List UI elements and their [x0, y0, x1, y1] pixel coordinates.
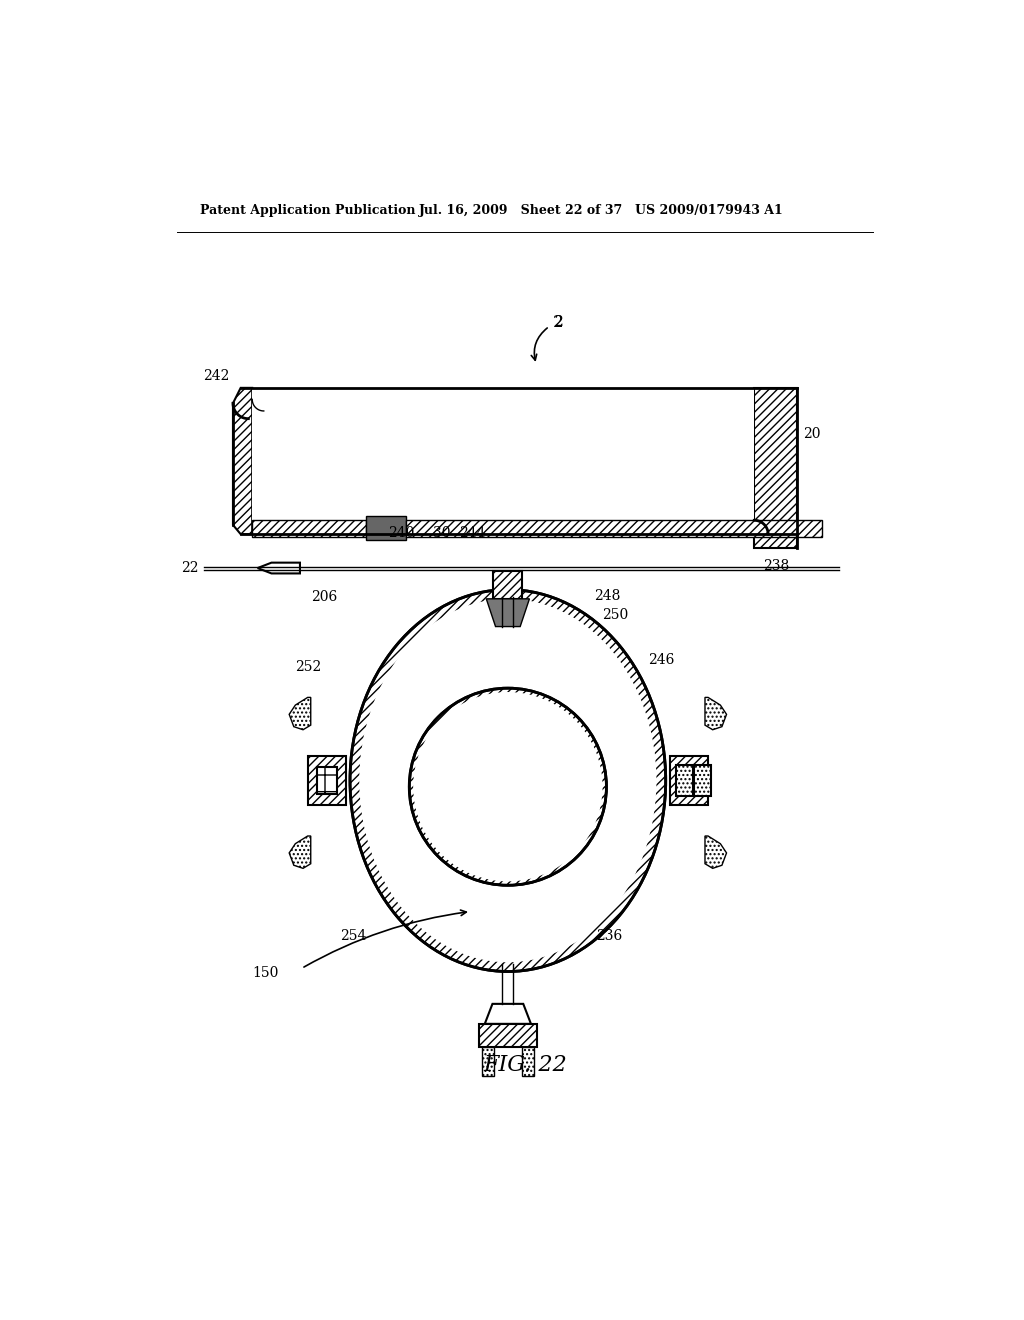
Bar — [521, 1047, 535, 1076]
Text: 22: 22 — [181, 561, 199, 576]
Polygon shape — [705, 836, 727, 869]
Text: 244: 244 — [459, 527, 485, 540]
Circle shape — [410, 688, 606, 886]
Bar — [478, 1024, 538, 1047]
Polygon shape — [486, 599, 529, 627]
Text: 254: 254 — [340, 929, 367, 942]
Bar — [755, 388, 797, 548]
Polygon shape — [705, 697, 727, 730]
Text: FIG. 22: FIG. 22 — [483, 1055, 566, 1077]
Text: Patent Application Publication: Patent Application Publication — [200, 205, 416, 218]
Text: 250: 250 — [602, 609, 628, 622]
Bar — [494, 572, 522, 599]
Bar — [316, 767, 337, 795]
Bar — [407, 520, 822, 537]
Polygon shape — [484, 1003, 531, 1024]
Bar — [367, 516, 407, 540]
Text: 248: 248 — [594, 589, 621, 603]
Text: US 2009/0179943 A1: US 2009/0179943 A1 — [635, 205, 782, 218]
Text: 238: 238 — [764, 560, 790, 573]
Text: 236: 236 — [596, 929, 622, 942]
Text: 206: 206 — [310, 590, 337, 605]
Text: 2: 2 — [553, 314, 563, 331]
Polygon shape — [233, 388, 252, 535]
Polygon shape — [289, 836, 310, 869]
Bar — [676, 766, 692, 796]
Text: 240: 240 — [388, 527, 415, 540]
Bar — [670, 756, 708, 805]
Text: 150: 150 — [252, 966, 279, 979]
Bar — [481, 1047, 494, 1076]
FancyArrow shape — [258, 562, 300, 573]
Bar — [252, 388, 755, 535]
Circle shape — [413, 692, 602, 882]
Bar — [252, 520, 367, 537]
Text: 246: 246 — [648, 653, 675, 668]
Text: Jul. 16, 2009   Sheet 22 of 37: Jul. 16, 2009 Sheet 22 of 37 — [419, 205, 624, 218]
Text: 20: 20 — [803, 428, 820, 441]
Text: 242: 242 — [203, 370, 229, 383]
Bar — [307, 756, 346, 805]
Bar — [694, 766, 711, 796]
Ellipse shape — [359, 599, 656, 962]
Text: 252: 252 — [295, 660, 322, 673]
Text: 30: 30 — [433, 527, 451, 540]
Polygon shape — [289, 697, 310, 730]
Text: 2: 2 — [554, 315, 563, 330]
Ellipse shape — [350, 590, 666, 972]
